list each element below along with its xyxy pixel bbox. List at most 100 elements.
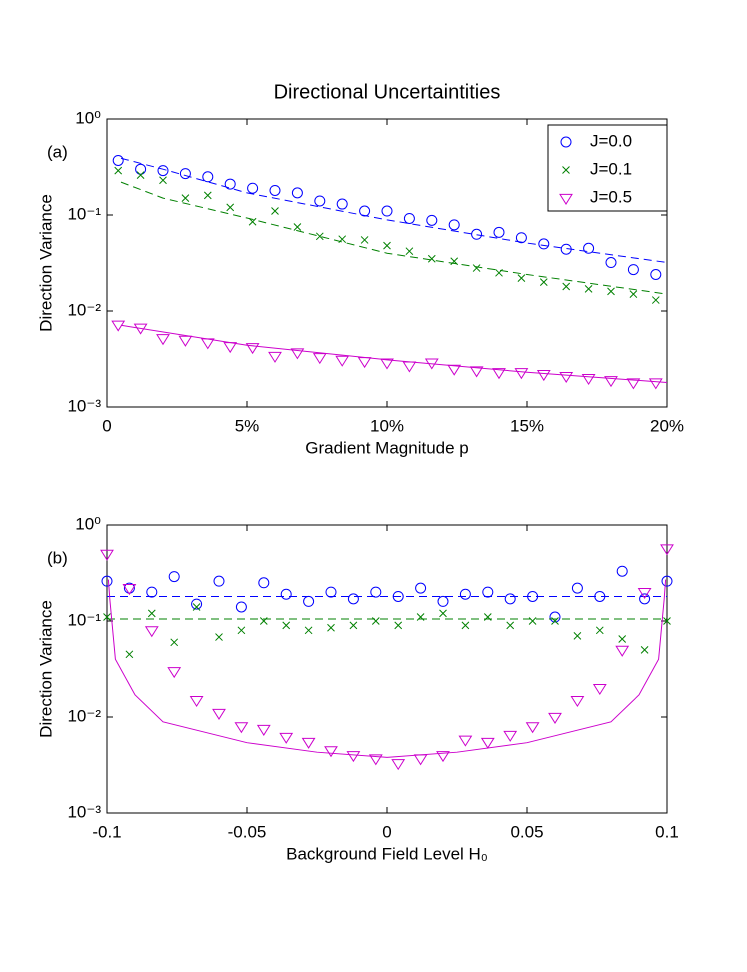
marker-circle bbox=[336, 198, 348, 210]
y-axis-label: Direction Variance bbox=[36, 194, 55, 332]
marker-triangle bbox=[256, 724, 271, 736]
marker-circle bbox=[459, 588, 471, 600]
marker-circle bbox=[538, 238, 550, 250]
marker-circle bbox=[224, 178, 236, 190]
marker-circle bbox=[448, 219, 460, 231]
marker-triangle bbox=[413, 754, 428, 766]
marker-x bbox=[439, 609, 447, 618]
marker-x bbox=[595, 626, 604, 635]
marker-triangle bbox=[167, 667, 182, 679]
marker-circle bbox=[403, 212, 415, 224]
marker-circle bbox=[471, 228, 483, 240]
marker-x bbox=[125, 650, 134, 659]
marker-triangle bbox=[324, 746, 338, 758]
marker-circle bbox=[392, 590, 404, 602]
marker-triangle bbox=[570, 695, 585, 708]
marker-triangle bbox=[637, 588, 652, 600]
marker-triangle bbox=[346, 751, 361, 763]
marker-circle bbox=[314, 195, 326, 207]
marker-circle bbox=[247, 182, 259, 194]
marker-x bbox=[506, 621, 515, 630]
y-tick-label: 10⁻² bbox=[67, 706, 101, 725]
legend-label: J=0.0 bbox=[590, 131, 632, 150]
marker-circle bbox=[112, 154, 124, 166]
fit-line bbox=[107, 579, 667, 758]
marker-triangle bbox=[548, 712, 562, 724]
marker-circle bbox=[235, 601, 247, 613]
marker-x bbox=[215, 633, 223, 641]
x-tick-label: 15% bbox=[510, 416, 544, 435]
marker-triangle bbox=[469, 366, 484, 378]
marker-triangle bbox=[604, 376, 618, 388]
marker-circle bbox=[650, 268, 662, 280]
marker-x bbox=[371, 617, 380, 625]
marker-x bbox=[360, 236, 369, 244]
marker-circle bbox=[325, 586, 337, 598]
marker-x bbox=[181, 194, 190, 202]
marker-circle bbox=[493, 226, 505, 238]
marker-x bbox=[640, 646, 649, 654]
marker-x bbox=[461, 621, 470, 630]
marker-triangle bbox=[648, 378, 663, 390]
marker-circle bbox=[157, 165, 169, 177]
marker-triangle bbox=[424, 358, 439, 370]
marker-x bbox=[618, 635, 627, 643]
marker-triangle bbox=[234, 722, 249, 734]
marker-triangle bbox=[200, 338, 215, 350]
x-axis-label: Gradient Magnitude p bbox=[305, 438, 469, 457]
marker-circle bbox=[135, 163, 147, 175]
marker-triangle bbox=[514, 368, 529, 380]
marker-triangle bbox=[156, 334, 170, 346]
marker-x bbox=[383, 241, 391, 250]
marker-triangle bbox=[189, 695, 204, 708]
marker-circle bbox=[269, 184, 281, 196]
marker-circle bbox=[571, 582, 583, 594]
marker-circle bbox=[560, 243, 572, 255]
marker-circle bbox=[291, 187, 303, 199]
marker-circle bbox=[303, 595, 315, 607]
marker-triangle bbox=[212, 708, 226, 720]
marker-x bbox=[551, 617, 559, 625]
marker-triangle bbox=[357, 357, 372, 369]
marker-x bbox=[271, 207, 279, 215]
marker-x bbox=[136, 171, 145, 180]
legend-marker bbox=[560, 136, 572, 148]
marker-circle bbox=[146, 586, 158, 598]
marker-x bbox=[103, 613, 111, 621]
marker-x bbox=[338, 235, 347, 244]
marker-triangle bbox=[559, 371, 574, 384]
marker-x bbox=[472, 264, 481, 272]
marker-triangle bbox=[301, 737, 316, 749]
x-tick-label: 0.05 bbox=[510, 822, 543, 841]
marker-circle bbox=[179, 168, 191, 180]
marker-triangle bbox=[447, 364, 462, 376]
marker-x bbox=[573, 632, 582, 640]
marker-triangle bbox=[660, 544, 674, 556]
marker-triangle bbox=[111, 320, 126, 332]
marker-triangle bbox=[525, 722, 540, 734]
marker-triangle bbox=[100, 549, 114, 561]
panel-label: (b) bbox=[47, 548, 68, 567]
marker-x bbox=[349, 621, 358, 630]
y-axis-label: Direction Variance bbox=[36, 600, 55, 738]
marker-x bbox=[114, 166, 123, 175]
marker-x bbox=[304, 626, 313, 635]
legend-marker bbox=[562, 166, 570, 174]
marker-triangle bbox=[615, 645, 630, 657]
legend-label: J=0.5 bbox=[590, 187, 632, 206]
marker-triangle bbox=[312, 353, 327, 365]
marker-circle bbox=[213, 575, 225, 587]
marker-x bbox=[315, 232, 324, 241]
plot-area bbox=[106, 524, 668, 814]
marker-circle bbox=[594, 590, 606, 602]
marker-x bbox=[629, 290, 638, 298]
marker-circle bbox=[605, 257, 617, 269]
marker-circle bbox=[583, 242, 595, 254]
marker-triangle bbox=[144, 626, 159, 638]
marker-x bbox=[170, 638, 179, 647]
marker-triangle bbox=[536, 370, 551, 382]
marker-circle bbox=[482, 586, 494, 598]
x-tick-label: -0.1 bbox=[92, 822, 121, 841]
marker-x bbox=[528, 617, 537, 625]
